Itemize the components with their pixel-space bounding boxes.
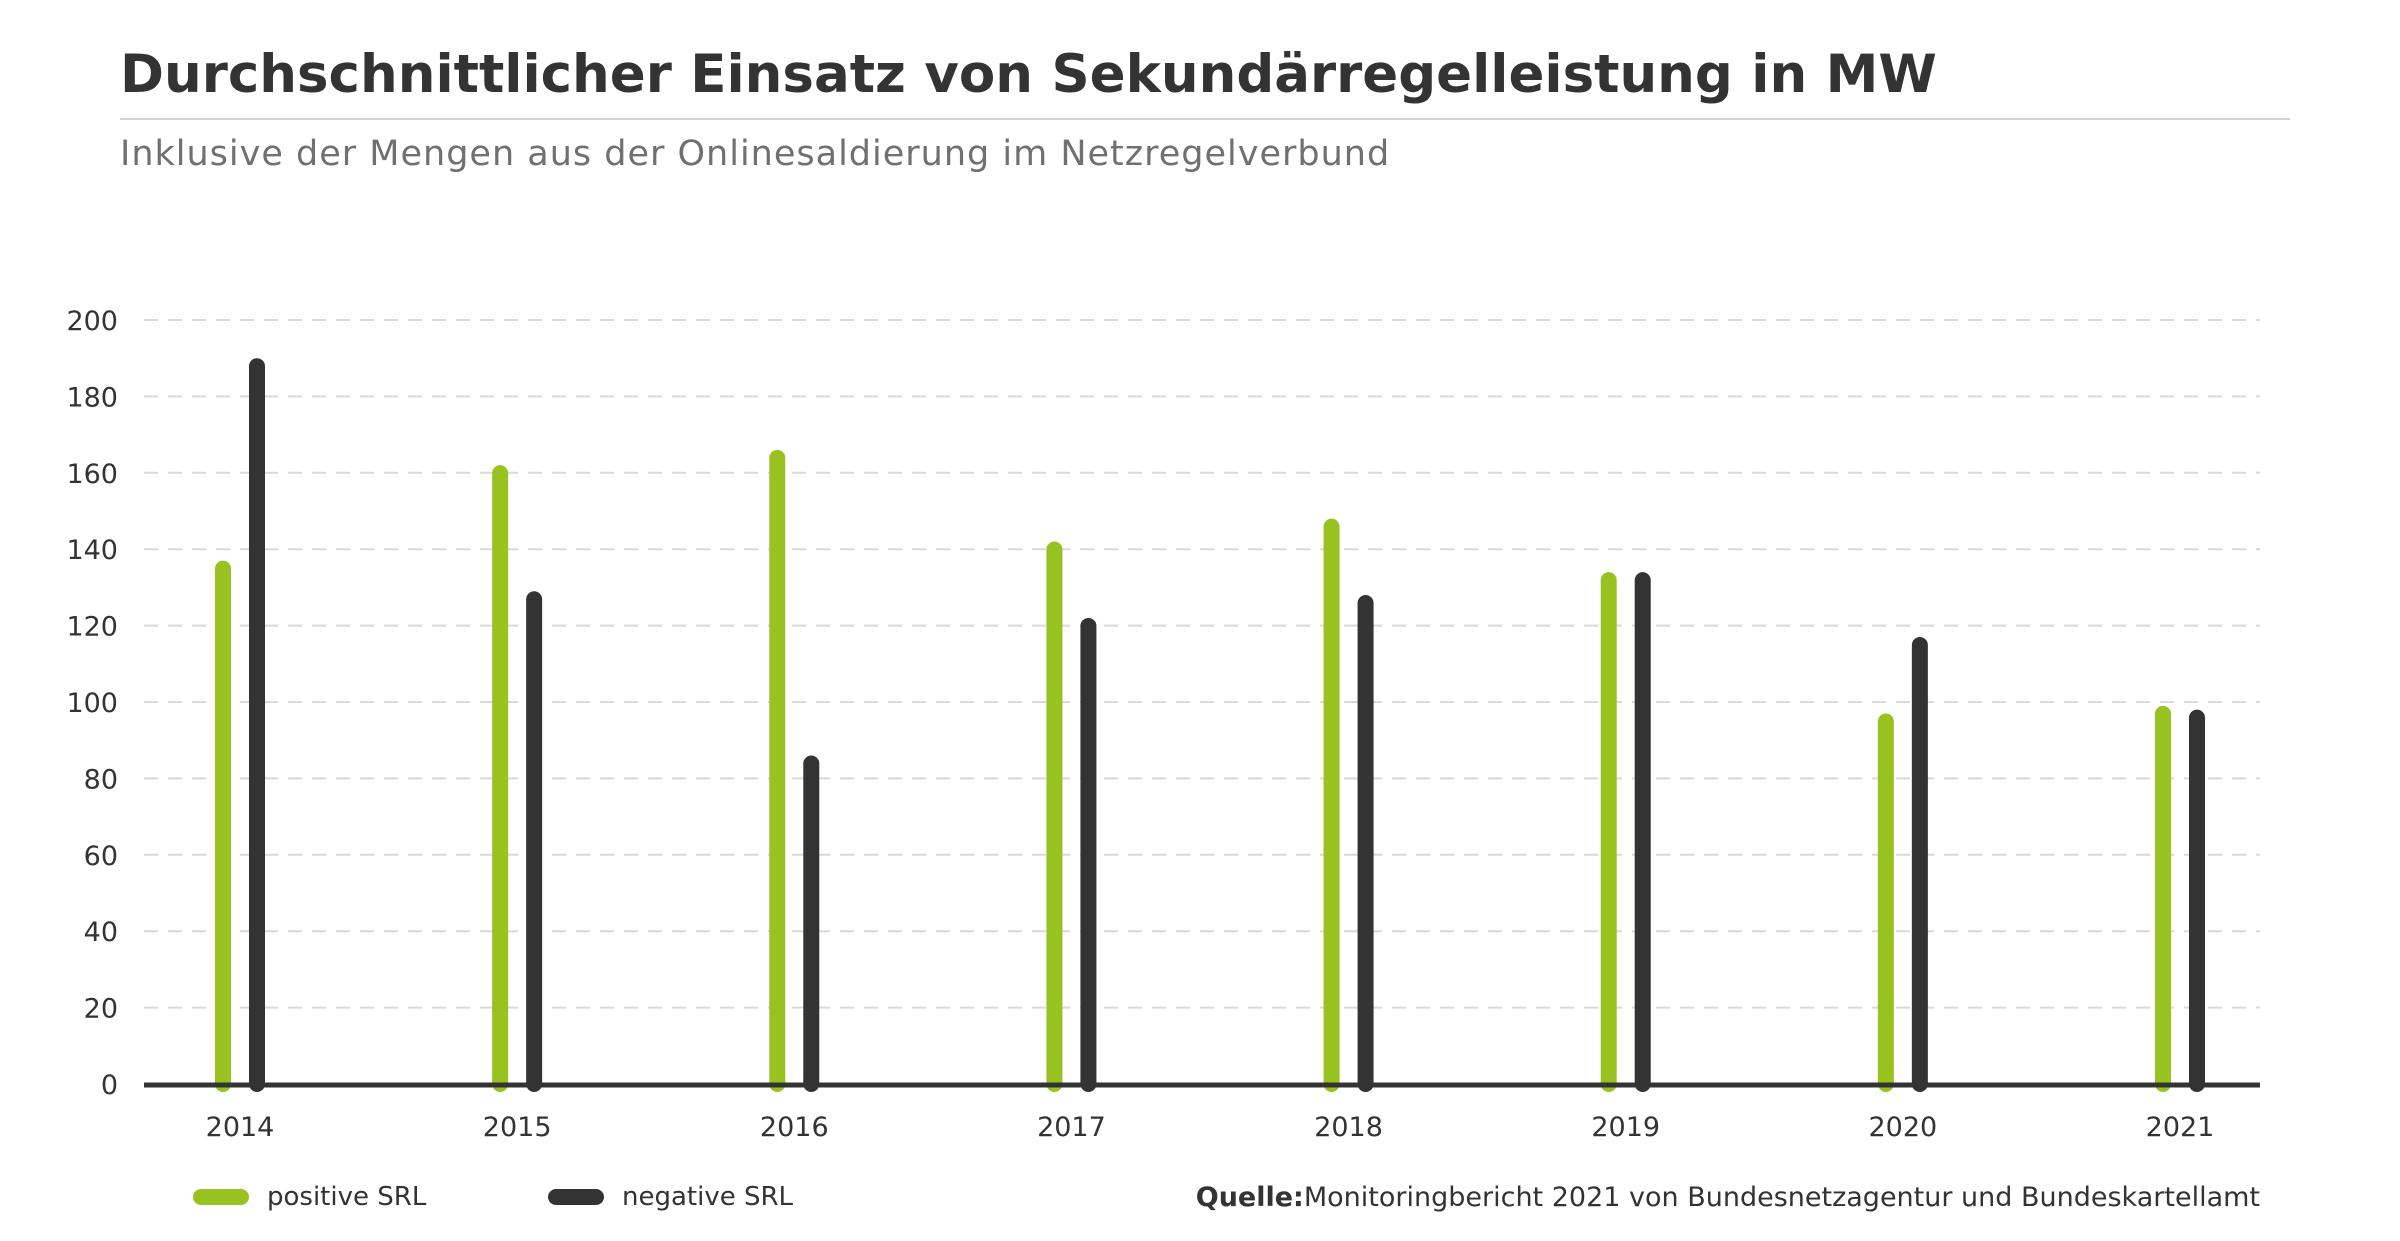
- bar-positive: [2155, 705, 2171, 1092]
- bar-negative: [2189, 709, 2205, 1092]
- bar-negative: [526, 591, 543, 1092]
- bar-negative: [1634, 572, 1651, 1092]
- x-tick-label: 2016: [760, 1112, 829, 1143]
- source-label: Quelle:: [1195, 1182, 1304, 1213]
- legend-item-negative: negative SRL: [548, 1182, 793, 1212]
- legend-item-positive: positive SRL: [193, 1182, 426, 1212]
- legend-label-positive: positive SRL: [267, 1182, 427, 1212]
- source-note: Quelle:Monitoringbericht 2021 von Bundes…: [1196, 1182, 2260, 1213]
- bar-negative: [803, 755, 820, 1092]
- y-tick-label: 80: [84, 764, 118, 795]
- bar-negative: [1357, 595, 1374, 1092]
- legend-label-negative: negative SRL: [622, 1182, 794, 1212]
- chart-subtitle: Inklusive der Mengen aus der Onlinesaldi…: [120, 134, 1391, 174]
- bar-negative: [1911, 637, 1928, 1092]
- x-tick-label: 2017: [1037, 1112, 1106, 1143]
- title-divider: [120, 118, 2290, 120]
- y-tick-label: 200: [66, 306, 118, 337]
- bar-positive: [1877, 713, 1894, 1092]
- y-tick-label: 180: [66, 382, 118, 413]
- y-tick-label: 100: [66, 688, 118, 719]
- y-tick-label: 60: [84, 841, 118, 872]
- x-tick-label: 2014: [206, 1112, 275, 1143]
- y-tick-label: 40: [84, 917, 118, 948]
- bar-positive: [1323, 518, 1340, 1092]
- x-tick-label: 2019: [1591, 1112, 1660, 1143]
- y-tick-label: 0: [101, 1070, 118, 1101]
- x-tick-label: 2018: [1314, 1112, 1383, 1143]
- y-tick-label: 160: [66, 459, 118, 490]
- x-tick-label: 2021: [2146, 1112, 2215, 1143]
- y-tick-label: 140: [66, 535, 118, 566]
- bar-positive: [215, 560, 231, 1092]
- bar-positive: [1600, 572, 1617, 1092]
- source-text: Monitoringbericht 2021 von Bundesnetzage…: [1303, 1182, 2260, 1213]
- bar-positive: [1046, 541, 1063, 1092]
- bar-positive: [492, 465, 509, 1092]
- y-tick-label: 20: [84, 994, 118, 1025]
- bar-negative: [1080, 617, 1097, 1092]
- legend-swatch-negative: [548, 1189, 604, 1205]
- bar-positive: [769, 449, 786, 1092]
- x-tick-label: 2015: [483, 1112, 552, 1143]
- x-tick-label: 2020: [1868, 1112, 1937, 1143]
- legend-swatch-positive: [193, 1189, 249, 1205]
- chart-title: Durchschnittlicher Einsatz von Sekundärr…: [120, 44, 1937, 105]
- bar-negative: [249, 358, 265, 1092]
- y-tick-label: 120: [66, 612, 118, 643]
